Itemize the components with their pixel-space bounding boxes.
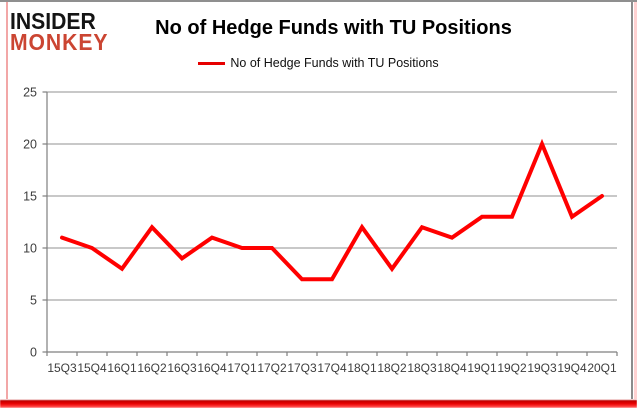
x-axis-label: 16Q4 bbox=[197, 361, 227, 375]
x-axis-label: 16Q3 bbox=[167, 361, 197, 375]
x-axis-label: 17Q3 bbox=[287, 361, 317, 375]
card-border-right-glow bbox=[634, 2, 637, 399]
y-axis-label: 10 bbox=[23, 242, 37, 256]
card-border-left bbox=[6, 2, 8, 399]
y-axis-label: 20 bbox=[23, 138, 37, 152]
legend-line-swatch bbox=[198, 61, 226, 65]
x-axis-label: 16Q1 bbox=[107, 361, 137, 375]
y-axis-label: 15 bbox=[23, 190, 37, 204]
chart-legend: No of Hedge Funds with TU Positions bbox=[0, 56, 637, 70]
card-border-top bbox=[0, 0, 637, 2]
x-axis-label: 19Q3 bbox=[527, 361, 557, 375]
x-axis-label: 18Q4 bbox=[437, 361, 467, 375]
y-axis-label: 0 bbox=[30, 346, 37, 360]
x-axis-label: 15Q4 bbox=[77, 361, 107, 375]
x-axis-label: 19Q1 bbox=[467, 361, 497, 375]
card-border-right bbox=[631, 2, 633, 399]
legend-label: No of Hedge Funds with TU Positions bbox=[230, 56, 439, 70]
x-axis-label: 20Q1 bbox=[587, 361, 617, 375]
logo-word-monkey: MONKEY bbox=[10, 29, 109, 56]
x-axis-label: 15Q3 bbox=[47, 361, 77, 375]
y-axis-label: 25 bbox=[23, 86, 37, 100]
x-axis-label: 18Q3 bbox=[407, 361, 437, 375]
x-axis-label: 16Q2 bbox=[137, 361, 167, 375]
insider-monkey-logo: INSIDER MONKEY bbox=[10, 8, 117, 56]
logo-word-insider: INSIDER bbox=[10, 8, 96, 34]
x-axis-label: 17Q2 bbox=[257, 361, 287, 375]
card-border-bottom bbox=[0, 400, 637, 408]
y-axis-label: 5 bbox=[30, 294, 37, 308]
x-axis-label: 18Q2 bbox=[377, 361, 407, 375]
x-axis-label: 19Q2 bbox=[497, 361, 527, 375]
x-axis-label: 17Q1 bbox=[227, 361, 257, 375]
chart-title: No of Hedge Funds with TU Positions bbox=[155, 17, 512, 39]
x-axis-label: 17Q4 bbox=[317, 361, 347, 375]
hedge-funds-data-line bbox=[60, 138, 604, 282]
x-axis-label: 18Q1 bbox=[347, 361, 377, 375]
x-axis-label: 19Q4 bbox=[557, 361, 587, 375]
